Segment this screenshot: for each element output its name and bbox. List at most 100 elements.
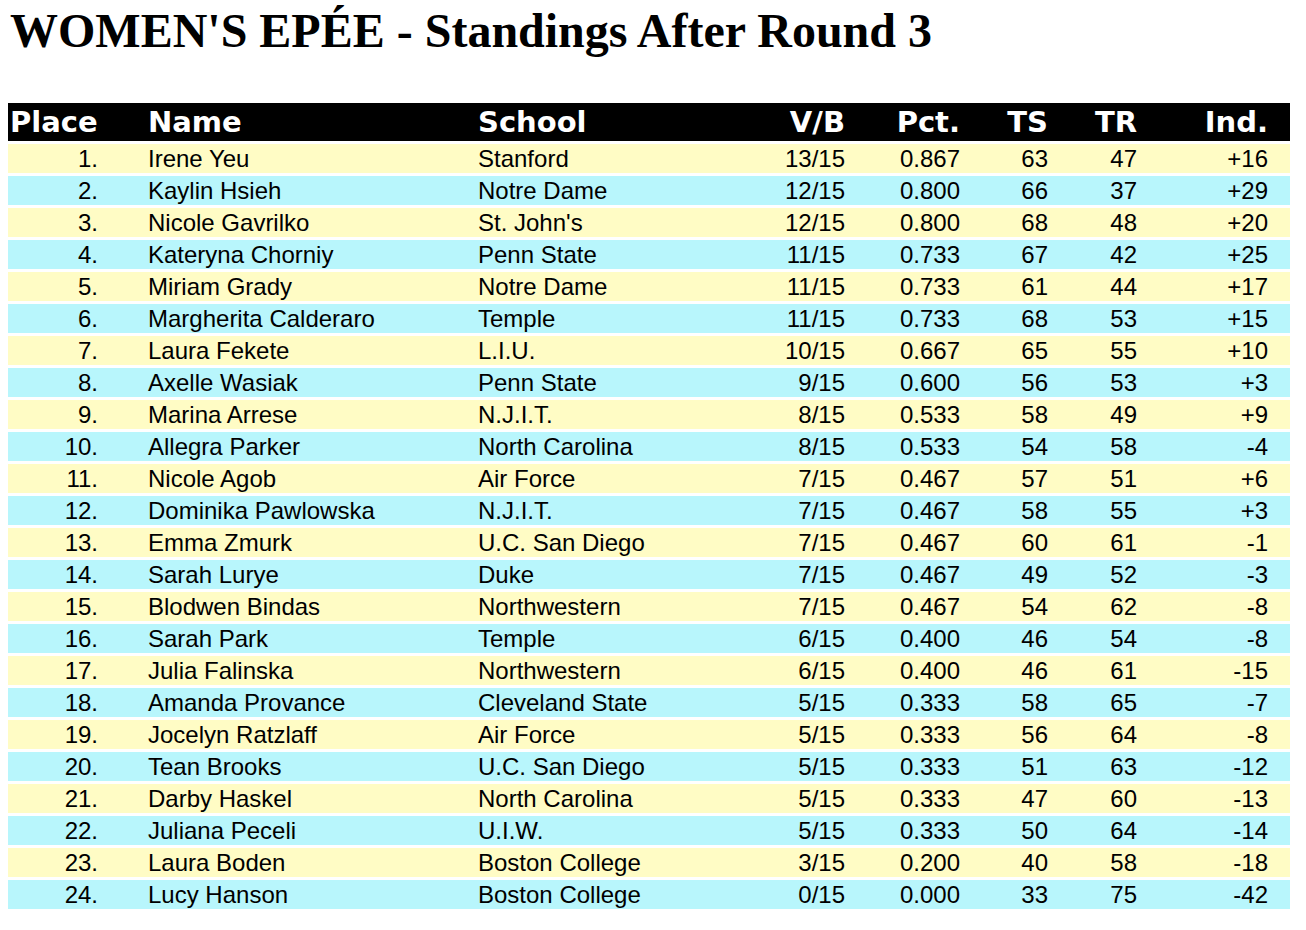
table-row: 3.Nicole GavrilkoSt. John's12/150.800684… — [8, 208, 1290, 237]
cell-place: 12. — [8, 496, 120, 525]
cell-pct: 0.333 — [853, 752, 968, 781]
table-row: 23.Laura BodenBoston College3/150.200405… — [8, 848, 1290, 877]
cell-tr: 51 — [1054, 464, 1141, 493]
cell-pct: 0.200 — [853, 848, 968, 877]
cell-tr: 60 — [1054, 784, 1141, 813]
cell-ts: 56 — [968, 368, 1054, 397]
cell-ts: 51 — [968, 752, 1054, 781]
cell-name: Sarah Park — [120, 624, 476, 653]
cell-ind: -3 — [1141, 560, 1290, 589]
cell-place: 2. — [8, 176, 120, 205]
cell-name: Laura Fekete — [120, 336, 476, 365]
cell-name: Dominika Pawlowska — [120, 496, 476, 525]
cell-place: 15. — [8, 592, 120, 621]
cell-pct: 0.733 — [853, 304, 968, 333]
cell-ind: -4 — [1141, 432, 1290, 461]
cell-name: Emma Zmurk — [120, 528, 476, 557]
cell-ts: 54 — [968, 592, 1054, 621]
cell-tr: 64 — [1054, 816, 1141, 845]
cell-vb: 7/15 — [688, 592, 853, 621]
cell-school: Northwestern — [476, 656, 688, 685]
cell-school: Boston College — [476, 880, 688, 909]
cell-ind: -1 — [1141, 528, 1290, 557]
cell-school: Notre Dame — [476, 176, 688, 205]
cell-school: Northwestern — [476, 592, 688, 621]
cell-ind: -12 — [1141, 752, 1290, 781]
cell-ts: 49 — [968, 560, 1054, 589]
table-row: 21.Darby HaskelNorth Carolina5/150.33347… — [8, 784, 1290, 813]
header-row: PlaceNameSchoolV/BPct.TSTRInd. — [8, 103, 1290, 141]
cell-pct: 0.467 — [853, 528, 968, 557]
cell-ts: 46 — [968, 656, 1054, 685]
cell-tr: 63 — [1054, 752, 1141, 781]
cell-pct: 0.467 — [853, 496, 968, 525]
cell-pct: 0.467 — [853, 592, 968, 621]
cell-tr: 55 — [1054, 496, 1141, 525]
cell-ts: 54 — [968, 432, 1054, 461]
cell-pct: 0.333 — [853, 784, 968, 813]
table-row: 5.Miriam GradyNotre Dame11/150.7336144+1… — [8, 272, 1290, 301]
table-row: 7.Laura FeketeL.I.U.10/150.6676555+10 — [8, 336, 1290, 365]
cell-name: Miriam Grady — [120, 272, 476, 301]
standings-table: PlaceNameSchoolV/BPct.TSTRInd. 1.Irene Y… — [8, 100, 1290, 912]
cell-vb: 5/15 — [688, 752, 853, 781]
cell-tr: 52 — [1054, 560, 1141, 589]
cell-ts: 63 — [968, 144, 1054, 173]
cell-name: Laura Boden — [120, 848, 476, 877]
cell-vb: 5/15 — [688, 720, 853, 749]
cell-vb: 7/15 — [688, 464, 853, 493]
column-header-name: Name — [120, 103, 476, 141]
cell-pct: 0.733 — [853, 240, 968, 269]
cell-tr: 54 — [1054, 624, 1141, 653]
cell-ts: 68 — [968, 304, 1054, 333]
cell-vb: 13/15 — [688, 144, 853, 173]
cell-school: Air Force — [476, 720, 688, 749]
cell-vb: 7/15 — [688, 496, 853, 525]
cell-vb: 5/15 — [688, 688, 853, 717]
cell-tr: 48 — [1054, 208, 1141, 237]
cell-tr: 53 — [1054, 368, 1141, 397]
cell-pct: 0.333 — [853, 720, 968, 749]
cell-ts: 58 — [968, 400, 1054, 429]
cell-pct: 0.600 — [853, 368, 968, 397]
cell-name: Nicole Gavrilko — [120, 208, 476, 237]
cell-pct: 0.533 — [853, 432, 968, 461]
cell-place: 5. — [8, 272, 120, 301]
cell-school: Penn State — [476, 240, 688, 269]
cell-vb: 11/15 — [688, 304, 853, 333]
cell-school: North Carolina — [476, 432, 688, 461]
cell-place: 17. — [8, 656, 120, 685]
cell-ts: 66 — [968, 176, 1054, 205]
cell-pct: 0.800 — [853, 208, 968, 237]
cell-name: Nicole Agob — [120, 464, 476, 493]
table-row: 20.Tean BrooksU.C. San Diego5/150.333516… — [8, 752, 1290, 781]
cell-school: Temple — [476, 624, 688, 653]
cell-name: Lucy Hanson — [120, 880, 476, 909]
cell-school: Notre Dame — [476, 272, 688, 301]
cell-ts: 57 — [968, 464, 1054, 493]
cell-place: 23. — [8, 848, 120, 877]
cell-ind: +29 — [1141, 176, 1290, 205]
cell-pct: 0.733 — [853, 272, 968, 301]
cell-place: 1. — [8, 144, 120, 173]
cell-ts: 65 — [968, 336, 1054, 365]
cell-school: Cleveland State — [476, 688, 688, 717]
cell-ind: +3 — [1141, 368, 1290, 397]
cell-vb: 7/15 — [688, 528, 853, 557]
cell-vb: 3/15 — [688, 848, 853, 877]
cell-school: N.J.I.T. — [476, 496, 688, 525]
cell-place: 9. — [8, 400, 120, 429]
table-row: 2.Kaylin HsiehNotre Dame12/150.8006637+2… — [8, 176, 1290, 205]
cell-ind: +16 — [1141, 144, 1290, 173]
cell-ts: 47 — [968, 784, 1054, 813]
cell-ts: 58 — [968, 688, 1054, 717]
cell-ts: 33 — [968, 880, 1054, 909]
cell-tr: 42 — [1054, 240, 1141, 269]
cell-place: 13. — [8, 528, 120, 557]
cell-ind: -15 — [1141, 656, 1290, 685]
cell-ts: 58 — [968, 496, 1054, 525]
cell-ind: +3 — [1141, 496, 1290, 525]
cell-school: North Carolina — [476, 784, 688, 813]
cell-name: Axelle Wasiak — [120, 368, 476, 397]
cell-tr: 58 — [1054, 432, 1141, 461]
